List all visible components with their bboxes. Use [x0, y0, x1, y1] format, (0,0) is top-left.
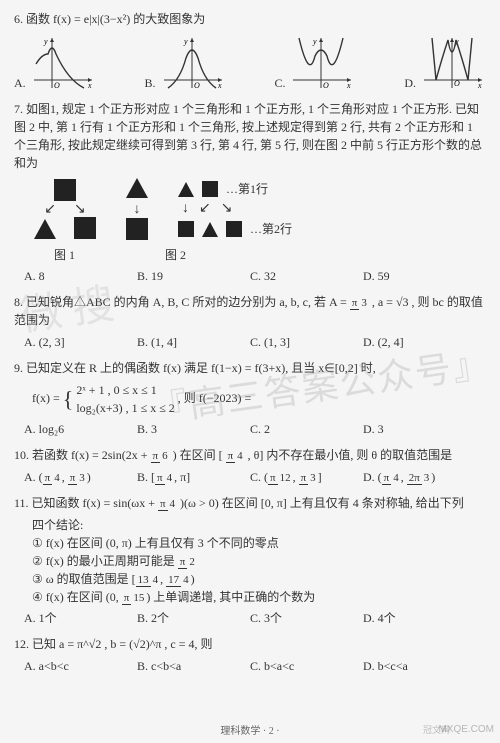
question-8: 8. 已知锐角△ABC 的内角 A, B, C 所对的边分别为 a, b, c,…: [14, 293, 486, 351]
q12-options: A. a<b<c B. c<b<a C. b<a<c D. b<c<a: [14, 657, 486, 675]
svg-text:O: O: [54, 81, 60, 90]
graph-c-icon: O x y: [287, 34, 355, 92]
option-c: C. 32: [250, 267, 363, 285]
square-icon: [202, 181, 218, 197]
option-a: A. (π4, π3): [24, 468, 137, 486]
option-a: A. 1个: [24, 609, 137, 627]
option-b: B. c<b<a: [137, 657, 250, 675]
q8-text: 8. 已知锐角△ABC 的内角 A, B, C 所对的边分别为 a, b, c,…: [14, 293, 486, 329]
option-d: D. 3: [363, 420, 476, 438]
figure-2: …第1行 ↓ ↙ ↘ …第2行: [178, 180, 292, 238]
option-b: B. (1, 4]: [137, 333, 250, 351]
question-11: 11. 已知函数 f(x) = sin(ωx + π4 )(ω > 0) 在区间…: [14, 494, 486, 627]
q6-option-c: C. O x y: [274, 34, 355, 92]
svg-text:O: O: [194, 81, 200, 90]
q11-options: A. 1个 B. 2个 C. 3个 D. 4个: [14, 609, 486, 627]
triangle-icon: [126, 178, 148, 198]
q11-line2: 四个结论:: [14, 516, 486, 534]
question-9: 9. 已知定义在 R 上的偶函数 f(x) 满足 f(1−x) = f(3+x)…: [14, 359, 486, 438]
question-6: 6. 函数 f(x) = e|x|(3−x²) 的大致图象为 A. O x y …: [14, 10, 486, 92]
figure-1b: ↓: [126, 178, 148, 240]
option-d: D. (2, 4]: [363, 333, 476, 351]
svg-text:x: x: [87, 81, 92, 90]
option-c: C. (π12, π3]: [250, 468, 363, 486]
svg-text:O: O: [454, 79, 460, 88]
footer-center: 理科数学 · 2 ·: [220, 724, 279, 739]
q10-options: A. (π4, π3) B. [π4, π] C. (π12, π3] D. (…: [14, 468, 486, 486]
figure-1: ↙ ↘: [34, 179, 96, 239]
option-d: D. 4个: [363, 609, 476, 627]
q8-options: A. (2, 3] B. (1, 4] C. (1, 3] D. (2, 4]: [14, 333, 486, 351]
svg-text:x: x: [217, 81, 222, 90]
option-b: B. 3: [137, 420, 250, 438]
q7-text: 7. 如图1, 规定 1 个正方形对应 1 个三角形和 1 个正方形, 1 个三…: [14, 100, 486, 172]
q9-options: A. log₂6 B. 3 C. 2 D. 3: [14, 420, 486, 438]
arrow-down-icon: ↘: [221, 202, 233, 216]
option-c: C. (1, 3]: [250, 333, 363, 351]
graph-b-icon: O x y: [158, 34, 226, 92]
svg-text:x: x: [346, 81, 351, 90]
option-b: B. [π4, π]: [137, 468, 250, 486]
svg-text:x: x: [477, 81, 482, 90]
q11-c1: ① f(x) 在区间 (0, π) 上有且仅有 3 个不同的零点: [14, 534, 486, 552]
arrow-down-icon: ↙: [199, 202, 211, 216]
triangle-icon: [34, 219, 56, 239]
q12-text: 12. 已知 a = π^√2 , b = (√2)^π , c = 4, 则: [14, 635, 486, 653]
option-a: A. 8: [24, 267, 137, 285]
option-a: A. a<b<c: [24, 657, 137, 675]
q6-option-a: A. O x y: [14, 34, 96, 92]
svg-text:O: O: [323, 81, 329, 90]
q11-c3: ③ ω 的取值范围是 [134, 174): [14, 570, 486, 588]
option-c: C. 3个: [250, 609, 363, 627]
q11-text: 11. 已知函数 f(x) = sin(ωx + π4 )(ω > 0) 在区间…: [14, 494, 486, 512]
arrow-down-icon: ↓: [134, 202, 141, 217]
option-b: B. 2个: [137, 609, 250, 627]
footer-watermark: 冠文网: [423, 724, 450, 738]
q6-text: 6. 函数 f(x) = e|x|(3−x²) 的大致图象为: [14, 10, 486, 28]
arrow-down-icon: ↓: [182, 202, 189, 216]
question-12: 12. 已知 a = π^√2 , b = (√2)^π , c = 4, 则 …: [14, 635, 486, 675]
triangle-icon: [178, 182, 194, 197]
question-7: 7. 如图1, 规定 1 个正方形对应 1 个三角形和 1 个正方形, 1 个三…: [14, 100, 486, 285]
q6-graphs: A. O x y B. O x y: [14, 34, 486, 92]
square-icon: [74, 217, 96, 239]
q6-option-b: B. O x y: [145, 34, 226, 92]
arrow-down-icon: ↘: [74, 203, 86, 217]
q6-option-d: D. O x y: [404, 34, 486, 92]
arrow-down-icon: ↙: [44, 203, 56, 217]
question-10: 10. 若函数 f(x) = 2sin(2x + π6 ) 在区间 [ π4 ,…: [14, 446, 486, 486]
q9-text1: 9. 已知定义在 R 上的偶函数 f(x) 满足 f(1−x) = f(3+x)…: [14, 359, 486, 377]
graph-a-icon: O x y: [28, 34, 96, 92]
q11-c4: ④ f(x) 在区间 (0, π15) 上单调递增, 其中正确的个数为: [14, 588, 486, 606]
q7-figures: ↙ ↘ ↓ …第1行 ↓: [34, 178, 486, 240]
option-b: B. 19: [137, 267, 250, 285]
graph-d-icon: O x y: [418, 34, 486, 92]
option-a: A. log₂6: [24, 420, 137, 438]
triangle-icon: [202, 222, 218, 237]
svg-text:y: y: [43, 37, 48, 46]
option-c: C. b<a<c: [250, 657, 363, 675]
option-c: C. 2: [250, 420, 363, 438]
option-a: A. (2, 3]: [24, 333, 137, 351]
option-d: D. (π4, 2π3): [363, 468, 476, 486]
svg-text:y: y: [183, 37, 188, 46]
square-icon: [126, 218, 148, 240]
option-d: D. b<c<a: [363, 657, 476, 675]
option-d: D. 59: [363, 267, 476, 285]
q9-piecewise: f(x) = { 2ˣ + 1 , 0 ≤ x ≤ 1 log₂(x+3) , …: [14, 381, 486, 417]
q7-options: A. 8 B. 19 C. 32 D. 59: [14, 267, 486, 285]
square-icon: [226, 221, 242, 237]
q11-c2: ② f(x) 的最小正周期可能是 π2: [14, 552, 486, 570]
q10-text: 10. 若函数 f(x) = 2sin(2x + π6 ) 在区间 [ π4 ,…: [14, 446, 486, 464]
svg-text:y: y: [312, 37, 317, 46]
square-icon: [54, 179, 76, 201]
square-icon: [178, 221, 194, 237]
figure-labels: 图 1 图 2: [54, 246, 486, 264]
